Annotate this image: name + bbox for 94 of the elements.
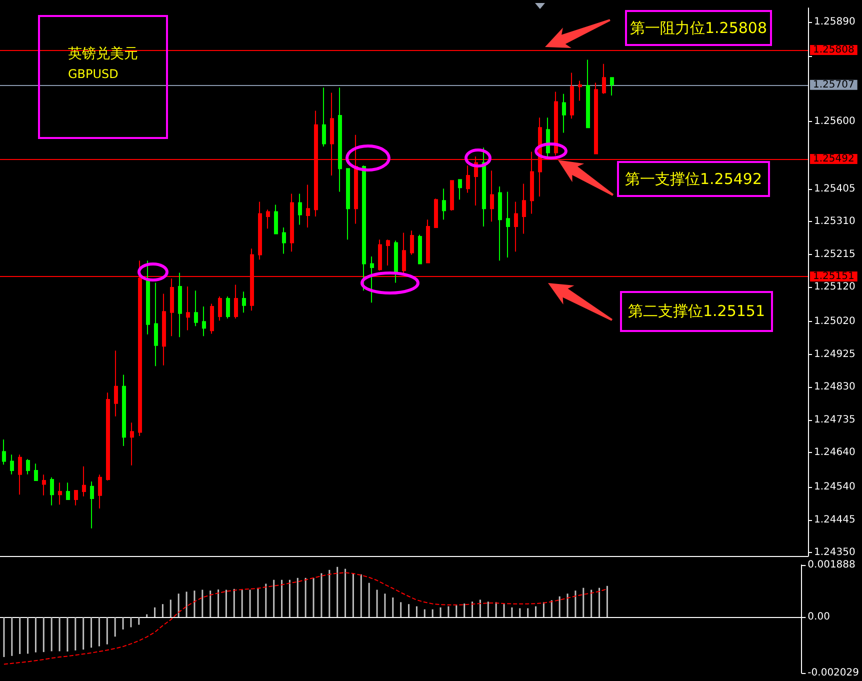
- candlestick: [58, 482, 62, 506]
- y-tick-label: 1.24445: [814, 514, 856, 526]
- candlestick: [434, 198, 438, 228]
- y-tick-label: 1.24735: [814, 414, 856, 426]
- candlestick: [122, 374, 126, 447]
- y-tick-label: 0.00: [808, 612, 830, 623]
- annotation: 第一阻力位1.25808: [625, 10, 772, 46]
- candlestick: [306, 184, 310, 228]
- y-tick-label: 1.25310: [814, 216, 856, 228]
- y-tick-label: 1.25120: [814, 282, 856, 293]
- candlestick: [26, 458, 30, 475]
- candlestick: [154, 282, 158, 367]
- ref-line-label: 1.25492: [813, 153, 854, 164]
- candlestick: [226, 296, 230, 320]
- candlestick: [66, 482, 70, 500]
- candlestick: [178, 272, 182, 338]
- candlestick: [586, 59, 590, 128]
- candlestick: [490, 170, 494, 222]
- candlestick: [258, 201, 262, 260]
- candlestick: [562, 93, 566, 134]
- candlestick: [506, 191, 510, 258]
- candlestick: [570, 72, 574, 120]
- candlestick: [482, 147, 486, 228]
- candlestick: [514, 201, 518, 252]
- candlestick: [274, 204, 278, 234]
- candlestick: [130, 422, 134, 466]
- candlestick: [346, 168, 350, 240]
- candlestick: [42, 474, 46, 496]
- ref-line-label: 1.25151: [813, 270, 854, 282]
- candlestick: [442, 188, 446, 220]
- y-tick-label: 1.24350: [814, 547, 856, 558]
- candlestick: [82, 466, 86, 497]
- candlestick: [466, 165, 470, 194]
- candlestick: [610, 77, 614, 96]
- candlestick: [74, 490, 78, 506]
- candlestick: [458, 179, 462, 200]
- y-tick-label: 1.25890: [814, 16, 856, 28]
- candlestick: [114, 350, 118, 417]
- candlestick: [418, 234, 422, 264]
- annotation: 第二支撑位1.25151: [620, 291, 773, 332]
- y-tick-label: 1.25405: [814, 183, 856, 194]
- candlestick: [282, 227, 286, 254]
- candlestick: [498, 186, 502, 262]
- candlestick: [370, 256, 374, 304]
- y-tick-label: 1.24540: [814, 482, 856, 493]
- line-series: [3, 572, 608, 665]
- candlestick: [18, 454, 22, 496]
- candlestick: [210, 303, 214, 334]
- y-tick-label: 1.25600: [814, 116, 856, 128]
- text: 英镑兑美元: [68, 45, 138, 63]
- candlestick: [386, 239, 390, 266]
- ref-line-label: 1.25808: [813, 44, 854, 56]
- candlestick: [602, 63, 606, 94]
- y-tick-label: 1.25020: [814, 316, 856, 328]
- candlestick: [554, 91, 558, 156]
- candlestick: [338, 87, 342, 192]
- candlestick: [234, 284, 238, 320]
- candlestick: [410, 230, 414, 256]
- y-tick-label: 1.25215: [814, 248, 856, 260]
- candlestick: [402, 232, 406, 276]
- candlestick: [378, 239, 382, 272]
- annotation: 第一支撑位1.25492: [617, 161, 770, 197]
- candlestick: [98, 474, 102, 509]
- candlestick: [362, 165, 366, 292]
- ref-line-label: 1.25707: [813, 79, 854, 90]
- candlestick: [162, 293, 166, 366]
- candlestick: [522, 183, 526, 234]
- candlestick: [34, 463, 38, 482]
- candlestick: [450, 180, 454, 212]
- candlestick: [242, 291, 246, 314]
- candlestick: [394, 240, 398, 284]
- candlestick: [106, 392, 110, 482]
- y-tick-label: 0.001888: [808, 560, 856, 570]
- candlestick: [10, 454, 14, 475]
- candlestick: [266, 209, 270, 230]
- candlestick: [2, 439, 6, 466]
- candlestick: [202, 306, 206, 337]
- candlestick: [146, 260, 150, 335]
- y-tick-label: 1.24925: [814, 348, 856, 360]
- candlestick: [194, 290, 198, 327]
- candlestick: [218, 296, 222, 322]
- y-tick-label: -0.002029: [808, 668, 860, 678]
- text: GBPUSD: [68, 67, 118, 81]
- y-tick-label: 1.24640: [814, 447, 856, 458]
- y-tick-label: 1.24830: [814, 382, 856, 393]
- candlestick: [594, 82, 598, 154]
- candlestick: [298, 193, 302, 226]
- candlestick: [290, 193, 294, 252]
- candlestick: [90, 481, 94, 529]
- candlestick: [50, 476, 54, 506]
- candlestick: [578, 80, 582, 102]
- candlestick: [322, 87, 326, 148]
- candlestick: [186, 286, 190, 331]
- candlestick: [426, 219, 430, 264]
